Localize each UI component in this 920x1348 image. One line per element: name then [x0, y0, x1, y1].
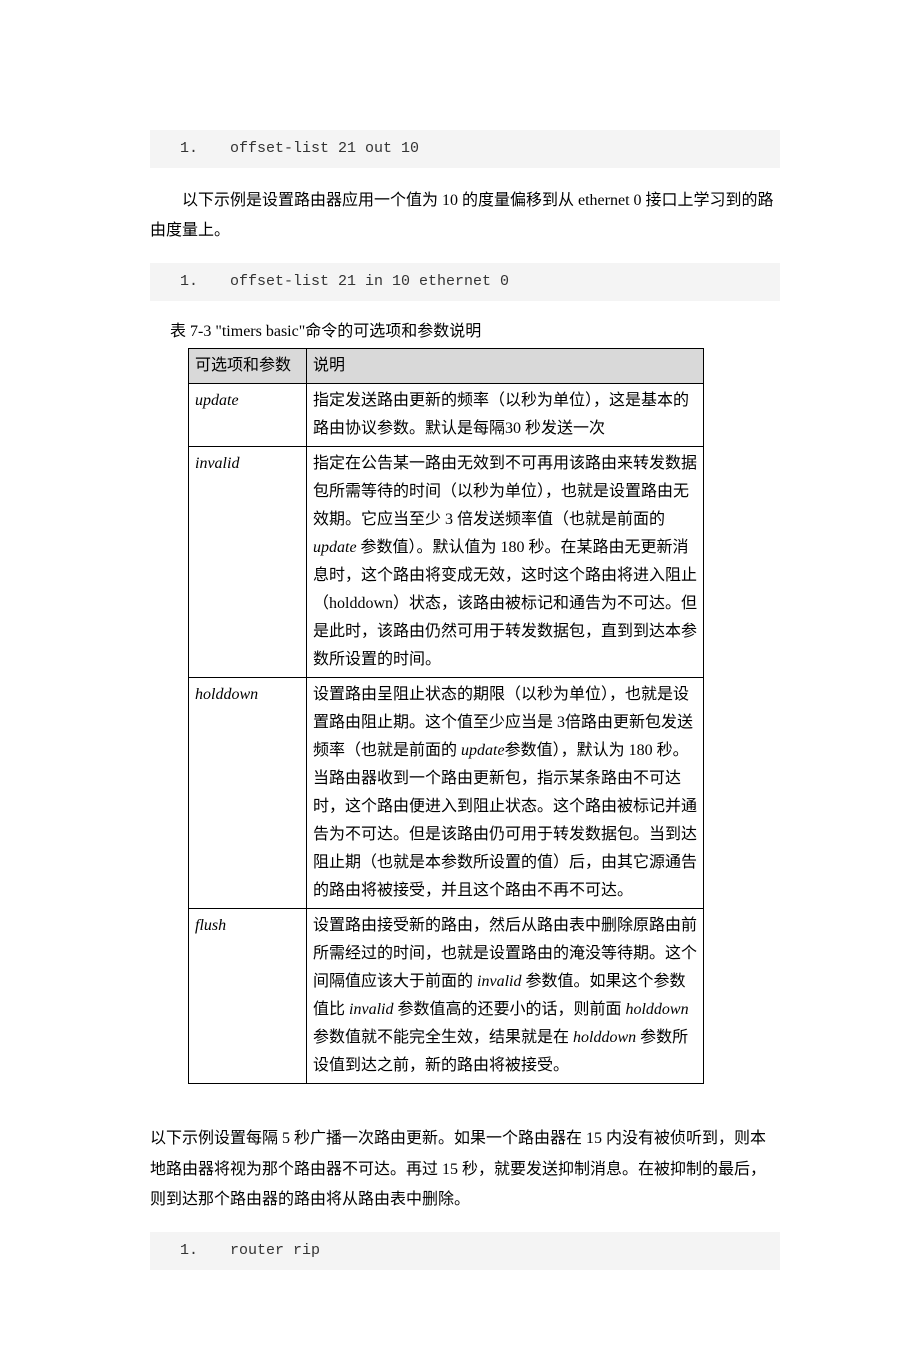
header-col-2: 说明: [307, 349, 704, 384]
param-name: flush: [195, 917, 226, 934]
code-block-1: 1. offset-list 21 out 10: [150, 130, 780, 168]
param-name: update: [195, 392, 239, 409]
desc-cell: 指定在公告某一路由无效到不可再用该路由来转发数据包所需等待的时间（以秒为单位），…: [307, 447, 704, 678]
code-command: offset-list 21 out 10: [230, 140, 419, 157]
table-header-row: 可选项和参数 说明: [189, 349, 704, 384]
document-page: 1. offset-list 21 out 10 以下示例是设置路由器应用一个值为…: [0, 0, 920, 1348]
params-table: 可选项和参数 说明 update 指定发送路由更新的频率（以秒为单位），这是基本…: [188, 348, 704, 1084]
table-row: update 指定发送路由更新的频率（以秒为单位），这是基本的路由协议参数。默认…: [189, 384, 704, 447]
param-cell: invalid: [189, 447, 307, 678]
param-cell: update: [189, 384, 307, 447]
header-col-1: 可选项和参数: [189, 349, 307, 384]
code-line-number: 1.: [180, 270, 198, 294]
param-cell: flush: [189, 909, 307, 1084]
code-command: offset-list 21 in 10 ethernet 0: [230, 273, 509, 290]
table-row: holddown 设置路由呈阻止状态的期限（以秒为单位），也就是设置路由阻止期。…: [189, 678, 704, 909]
table-caption: 表 7-3 "timers basic"命令的可选项和参数说明: [170, 319, 780, 345]
param-cell: holddown: [189, 678, 307, 909]
table-row: flush 设置路由接受新的路由，然后从路由表中删除原路由前所需经过的时间，也就…: [189, 909, 704, 1084]
code-block-3: 1. router rip: [150, 1232, 780, 1270]
paragraph-1: 以下示例是设置路由器应用一个值为 10 的度量偏移到从 ethernet 0 接…: [150, 186, 780, 247]
code-line-number: 1.: [180, 1239, 198, 1263]
desc-cell: 指定发送路由更新的频率（以秒为单位），这是基本的路由协议参数。默认是每隔30 秒…: [307, 384, 704, 447]
code-block-2: 1. offset-list 21 in 10 ethernet 0: [150, 263, 780, 301]
code-command: router rip: [230, 1242, 320, 1259]
param-name: holddown: [195, 686, 258, 703]
desc-cell: 设置路由呈阻止状态的期限（以秒为单位），也就是设置路由阻止期。这个值至少应当是 …: [307, 678, 704, 909]
desc-cell: 设置路由接受新的路由，然后从路由表中删除原路由前所需经过的时间，也就是设置路由的…: [307, 909, 704, 1084]
param-name: invalid: [195, 455, 239, 472]
code-line-number: 1.: [180, 137, 198, 161]
paragraph-2: 以下示例设置每隔 5 秒广播一次路由更新。如果一个路由器在 15 内没有被侦听到…: [150, 1124, 780, 1215]
table-row: invalid 指定在公告某一路由无效到不可再用该路由来转发数据包所需等待的时间…: [189, 447, 704, 678]
